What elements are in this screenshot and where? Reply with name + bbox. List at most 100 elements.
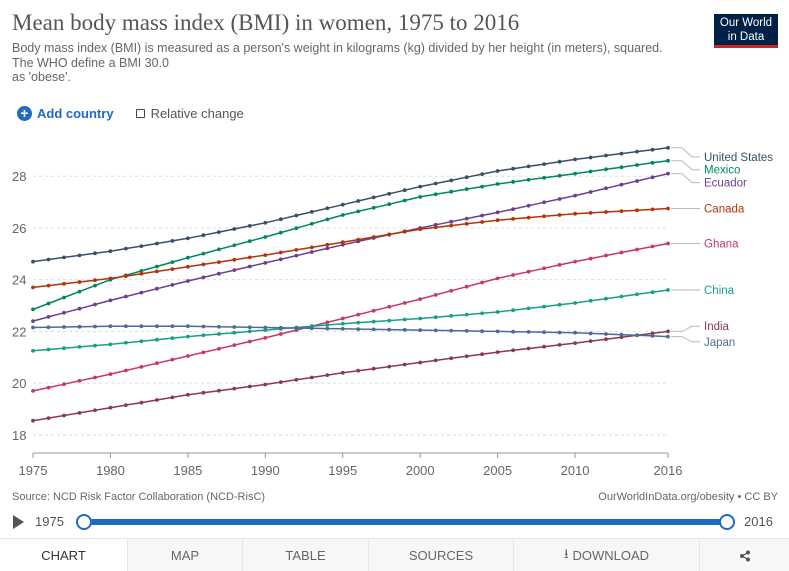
data-point xyxy=(573,211,577,216)
timeline-end-handle[interactable] xyxy=(719,514,735,530)
owid-logo[interactable]: Our World in Data xyxy=(714,14,778,48)
series-line xyxy=(32,159,669,311)
data-point xyxy=(650,334,655,338)
tab-download[interactable]: ⭳ DOWNLOAD xyxy=(513,539,699,571)
data-point xyxy=(464,221,469,226)
data-point xyxy=(480,220,484,224)
data-point xyxy=(464,187,469,191)
data-point xyxy=(604,210,608,214)
data-point xyxy=(93,408,97,413)
data-point xyxy=(309,245,314,250)
source-note[interactable]: Source: NCD Risk Factor Collaboration (N… xyxy=(12,491,266,503)
data-point xyxy=(635,208,639,213)
data-point xyxy=(356,327,361,331)
line-chart: 18 20 22 24 26 28 1975 1980 1985 1990 1995 2000 200… xyxy=(12,145,773,478)
timeline-start-handle[interactable] xyxy=(76,514,92,530)
license-link[interactable]: OurWorldInData.org/obesity • CC BY xyxy=(598,491,778,503)
data-point xyxy=(170,336,175,340)
data-point xyxy=(263,253,268,257)
data-point xyxy=(511,308,515,313)
data-point xyxy=(77,306,82,311)
data-point xyxy=(464,329,469,333)
tab-share[interactable] xyxy=(699,539,789,571)
data-point xyxy=(124,368,128,373)
data-point xyxy=(325,206,330,211)
data-point xyxy=(309,210,314,214)
series-label: United States xyxy=(704,152,773,164)
data-point xyxy=(139,339,144,344)
data-point xyxy=(46,416,51,420)
add-country-button[interactable]: + Add country xyxy=(17,105,114,121)
data-point xyxy=(93,302,97,307)
data-point xyxy=(31,285,35,290)
data-point xyxy=(511,348,515,353)
play-icon[interactable] xyxy=(13,515,24,529)
data-point xyxy=(573,171,577,176)
series-ecuador xyxy=(31,171,670,323)
tab-label: SOURCES xyxy=(408,548,474,563)
data-point xyxy=(247,339,252,344)
data-point xyxy=(511,180,515,184)
data-point xyxy=(186,236,190,241)
x-tick-label: 2016 xyxy=(654,463,683,478)
relative-change-checkbox[interactable] xyxy=(135,108,145,118)
data-point xyxy=(201,233,206,238)
data-point xyxy=(325,373,330,377)
series-china xyxy=(31,288,670,353)
data-point xyxy=(480,172,484,176)
timeline-start-label: 1975 xyxy=(35,514,64,529)
data-point xyxy=(186,354,190,358)
data-point xyxy=(62,325,66,329)
series-ghana xyxy=(31,241,670,393)
chart-subtitle: Body mass index (BMI) is measured as a p… xyxy=(12,41,702,85)
data-point xyxy=(495,329,500,334)
data-point xyxy=(588,211,593,215)
data-point xyxy=(77,345,82,349)
data-point xyxy=(325,242,330,247)
data-point xyxy=(542,344,546,349)
data-point xyxy=(186,279,190,283)
y-tick-label: 28 xyxy=(12,169,26,184)
data-point xyxy=(247,264,252,269)
data-point xyxy=(619,250,624,255)
data-point xyxy=(557,213,562,217)
data-point xyxy=(77,280,82,284)
tab-chart[interactable]: CHART xyxy=(0,539,127,571)
data-point xyxy=(573,157,577,162)
data-point xyxy=(155,269,159,274)
tab-sources[interactable]: SOURCES xyxy=(368,539,513,571)
tab-map[interactable]: MAP xyxy=(127,539,242,571)
tab-table[interactable]: TABLE xyxy=(242,539,368,571)
data-point xyxy=(464,175,469,180)
data-point xyxy=(588,256,593,261)
tab-label: CHART xyxy=(41,548,86,563)
data-point xyxy=(526,346,531,351)
data-point xyxy=(294,226,299,231)
data-point xyxy=(619,332,624,337)
data-point xyxy=(449,223,454,228)
y-tick-label: 24 xyxy=(12,273,26,288)
data-point xyxy=(542,266,546,271)
data-point xyxy=(232,227,237,231)
data-point xyxy=(542,162,546,166)
data-point xyxy=(124,340,128,345)
data-point xyxy=(650,147,655,152)
data-point xyxy=(371,308,376,313)
data-point xyxy=(247,384,252,389)
data-point xyxy=(573,301,577,305)
data-point xyxy=(371,195,376,200)
timeline-track[interactable] xyxy=(84,519,727,525)
data-point xyxy=(635,333,639,338)
data-point xyxy=(62,310,66,315)
data-point xyxy=(340,202,345,207)
data-point xyxy=(294,213,299,218)
data-point xyxy=(46,257,51,262)
data-point xyxy=(294,326,299,330)
data-point xyxy=(635,179,639,183)
data-point xyxy=(170,260,175,264)
data-point xyxy=(294,253,299,258)
relative-change-toggle[interactable]: Relative change xyxy=(135,106,244,121)
data-point xyxy=(217,324,221,329)
data-point xyxy=(62,295,66,300)
data-point xyxy=(77,411,82,415)
